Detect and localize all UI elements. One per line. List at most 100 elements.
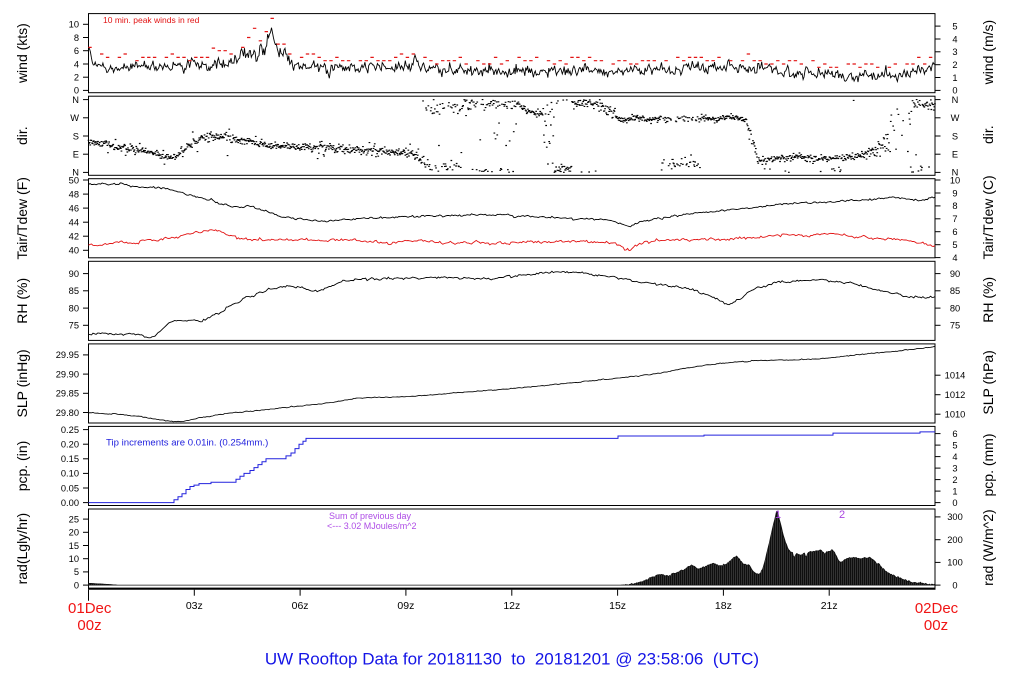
svg-text:7: 7	[952, 214, 957, 224]
svg-text:10 min. peak winds in red: 10 min. peak winds in red	[103, 15, 200, 25]
svg-text:2: 2	[74, 73, 79, 83]
svg-text:90: 90	[950, 269, 960, 279]
svg-text:21z: 21z	[821, 600, 838, 612]
svg-text:0: 0	[952, 580, 957, 590]
svg-text:pcp. (mm): pcp. (mm)	[980, 434, 996, 497]
svg-text:5: 5	[952, 240, 957, 250]
svg-text:N: N	[72, 95, 79, 105]
svg-text:N: N	[952, 168, 959, 178]
svg-text:0.00: 0.00	[61, 498, 79, 508]
svg-text:90: 90	[69, 269, 79, 279]
svg-text:wind (m/s): wind (m/s)	[980, 20, 996, 86]
svg-text:3: 3	[952, 463, 957, 473]
svg-text:0.25: 0.25	[61, 425, 79, 435]
svg-text:09z: 09z	[397, 600, 414, 612]
svg-text:03z: 03z	[186, 600, 203, 612]
svg-text:0: 0	[952, 86, 957, 96]
svg-text:wind (kts): wind (kts)	[14, 23, 30, 84]
svg-text:W: W	[951, 113, 960, 123]
svg-text:18z: 18z	[715, 600, 732, 612]
svg-text:29.90: 29.90	[56, 369, 79, 379]
svg-text:S: S	[73, 131, 79, 141]
svg-text:UW Rooftop Data for 20181130: UW Rooftop Data for 20181130 to 20181201…	[265, 650, 759, 669]
svg-text:10: 10	[69, 20, 79, 30]
svg-text:85: 85	[69, 286, 79, 296]
svg-text:0: 0	[74, 86, 79, 96]
svg-text:06z: 06z	[292, 600, 309, 612]
svg-text:5: 5	[952, 21, 957, 31]
svg-text:0.20: 0.20	[61, 440, 79, 450]
svg-text:6: 6	[952, 429, 957, 439]
svg-text:02Dec: 02Dec	[915, 600, 959, 617]
svg-text:Tair/Tdew (C): Tair/Tdew (C)	[980, 175, 996, 259]
svg-text:RH (%): RH (%)	[14, 278, 30, 324]
svg-text:75: 75	[950, 321, 960, 331]
svg-text:Tip increments are 0.01in. (0.: Tip increments are 0.01in. (0.254mm.)	[106, 438, 268, 449]
svg-text:N: N	[72, 168, 79, 178]
svg-text:1010: 1010	[945, 410, 966, 420]
svg-text:100: 100	[947, 558, 963, 568]
svg-text:25: 25	[69, 514, 79, 524]
svg-text:01Dec: 01Dec	[68, 600, 112, 617]
svg-text:0.05: 0.05	[61, 483, 79, 493]
svg-text:8: 8	[74, 33, 79, 43]
svg-text:20: 20	[69, 528, 79, 538]
svg-text:40: 40	[69, 246, 79, 256]
svg-text:1012: 1012	[945, 390, 966, 400]
svg-text:4: 4	[952, 34, 957, 44]
svg-text:0: 0	[74, 580, 79, 590]
svg-text:4: 4	[74, 59, 79, 69]
svg-text:85: 85	[950, 286, 960, 296]
svg-text:80: 80	[950, 303, 960, 313]
svg-text:2: 2	[952, 60, 957, 70]
svg-text:SLP (inHg): SLP (inHg)	[14, 349, 30, 417]
svg-text:50: 50	[69, 175, 79, 185]
svg-text:8: 8	[952, 201, 957, 211]
svg-text:0: 0	[952, 498, 957, 508]
svg-text:9: 9	[952, 188, 957, 198]
svg-text:4: 4	[952, 452, 957, 462]
svg-text:5: 5	[952, 440, 957, 450]
svg-text:E: E	[73, 150, 79, 160]
svg-text:pcp. (in): pcp. (in)	[14, 441, 30, 492]
svg-text:00z: 00z	[924, 617, 948, 634]
svg-text:42: 42	[69, 232, 79, 242]
svg-text:dir.: dir.	[14, 126, 30, 145]
svg-text:5: 5	[74, 567, 79, 577]
svg-text:RH (%): RH (%)	[980, 277, 996, 323]
svg-text:12z: 12z	[503, 600, 520, 612]
svg-text:0.15: 0.15	[61, 454, 79, 464]
svg-text:Sum of previous day: Sum of previous day	[329, 511, 412, 521]
svg-text:6: 6	[952, 227, 957, 237]
svg-text:75: 75	[69, 321, 79, 331]
svg-text:3: 3	[952, 47, 957, 57]
svg-text:1: 1	[952, 73, 957, 83]
svg-text:10: 10	[69, 554, 79, 564]
svg-text:rad(Lgly/hr): rad(Lgly/hr)	[14, 513, 30, 585]
svg-text:W: W	[70, 113, 79, 123]
svg-text:2: 2	[839, 509, 845, 521]
svg-text:15z: 15z	[609, 600, 626, 612]
svg-text:SLP (hPa): SLP (hPa)	[980, 350, 996, 414]
svg-text:29.95: 29.95	[56, 350, 79, 360]
svg-text:rad (W/m^2): rad (W/m^2)	[980, 509, 996, 586]
svg-text:300: 300	[947, 512, 963, 522]
svg-text:<--- 3.02 MJoules/m^2: <--- 3.02 MJoules/m^2	[327, 521, 417, 531]
svg-text:00z: 00z	[77, 617, 101, 634]
svg-text:1: 1	[952, 486, 957, 496]
svg-text:200: 200	[947, 535, 963, 545]
svg-text:10: 10	[950, 175, 960, 185]
svg-text:1: 1	[775, 509, 781, 521]
svg-text:4: 4	[952, 253, 957, 263]
svg-text:80: 80	[69, 303, 79, 313]
svg-text:29.85: 29.85	[56, 389, 79, 399]
svg-text:0.10: 0.10	[61, 469, 79, 479]
svg-text:1014: 1014	[945, 371, 966, 381]
svg-text:29.80: 29.80	[56, 408, 79, 418]
svg-text:dir.: dir.	[980, 125, 996, 144]
svg-text:S: S	[952, 131, 958, 141]
svg-text:48: 48	[69, 189, 79, 199]
svg-text:44: 44	[69, 218, 79, 228]
svg-text:6: 6	[74, 46, 79, 56]
svg-text:Tair/Tdew (F): Tair/Tdew (F)	[14, 177, 30, 259]
